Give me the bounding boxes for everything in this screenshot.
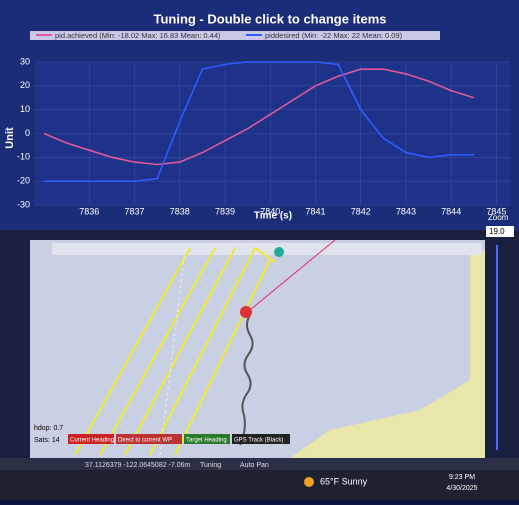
x-tick-label: 7843 [396, 206, 416, 216]
coords: 37.1126379 -122.0645082 -7.06m [85, 462, 191, 469]
legend-chip [232, 434, 290, 444]
x-tick-label: 7839 [215, 206, 235, 216]
y-axis-label: Unit [4, 127, 16, 149]
map-legend: Target Heading [186, 438, 227, 444]
x-tick-label: 7844 [441, 206, 461, 216]
status-bar [0, 458, 519, 470]
legend-bar [30, 31, 440, 40]
clock-date[interactable]: 4/30/2025 [446, 485, 477, 492]
legend-label: pid.achieved (Min: -18.02 Max: 16.83 Mea… [55, 31, 221, 40]
zoom-value[interactable]: 19.0 [489, 227, 505, 236]
x-tick-label: 7841 [305, 206, 325, 216]
x-tick-label: 7838 [170, 206, 190, 216]
weather[interactable]: 65°F Sunny [320, 476, 368, 486]
chart-title: Tuning - Double click to change items [153, 11, 386, 26]
y-tick-label: -30 [17, 199, 30, 209]
heading-line [249, 239, 336, 311]
clock-time[interactable]: 9:23 PM [449, 474, 475, 481]
y-tick-label: 30 [20, 56, 30, 66]
legend-chip [184, 434, 230, 444]
map-legend: Direct to current WP [118, 438, 172, 444]
plot: 30 20 10 0 -10 -20 -30 7836 7837 7838 7839 7840 7841… [17, 56, 510, 216]
x-tick-label: 7845 [486, 206, 506, 216]
auto-pan-checkbox[interactable]: Auto Pan [240, 462, 269, 469]
zoom-box[interactable] [486, 226, 514, 237]
map-legend: GPS Track (Black) [234, 438, 283, 444]
legend-chip [116, 434, 182, 444]
sats: Sats: 14 [34, 437, 60, 444]
y-tick-label: 0 [25, 128, 30, 138]
x-tick-label: 7842 [351, 206, 371, 216]
taskbar [0, 470, 519, 500]
y-tick-label: -10 [17, 152, 30, 162]
series-line [44, 61, 474, 182]
zoom-label: Zoom [488, 213, 509, 222]
map-legend: Current Heading [70, 438, 114, 444]
shore [290, 250, 485, 458]
y-tick-label: -20 [17, 176, 30, 186]
vehicle [240, 306, 252, 318]
legend-label: piddesired (Min: -22 Max: 22 Mean: 0.09) [265, 31, 403, 40]
x-tick-label: 7836 [79, 206, 99, 216]
y-tick-label: 10 [20, 104, 30, 114]
waypoint [274, 247, 284, 257]
gps-track [239, 314, 254, 446]
x-axis-label: Time (s) [254, 211, 292, 222]
series-line [43, 68, 475, 166]
weather-icon [304, 477, 314, 487]
timeline-slider [52, 243, 482, 255]
mission-lines [74, 247, 276, 456]
x-tick-label: 7840 [260, 206, 280, 216]
hdop: hdop: 0.7 [34, 425, 63, 432]
y-tick-label: 20 [20, 80, 30, 90]
legend-chip [68, 434, 114, 444]
x-tick-label: 7837 [125, 206, 145, 216]
tuning-checkbox[interactable]: Tuning [200, 462, 221, 469]
path-line [159, 249, 186, 456]
